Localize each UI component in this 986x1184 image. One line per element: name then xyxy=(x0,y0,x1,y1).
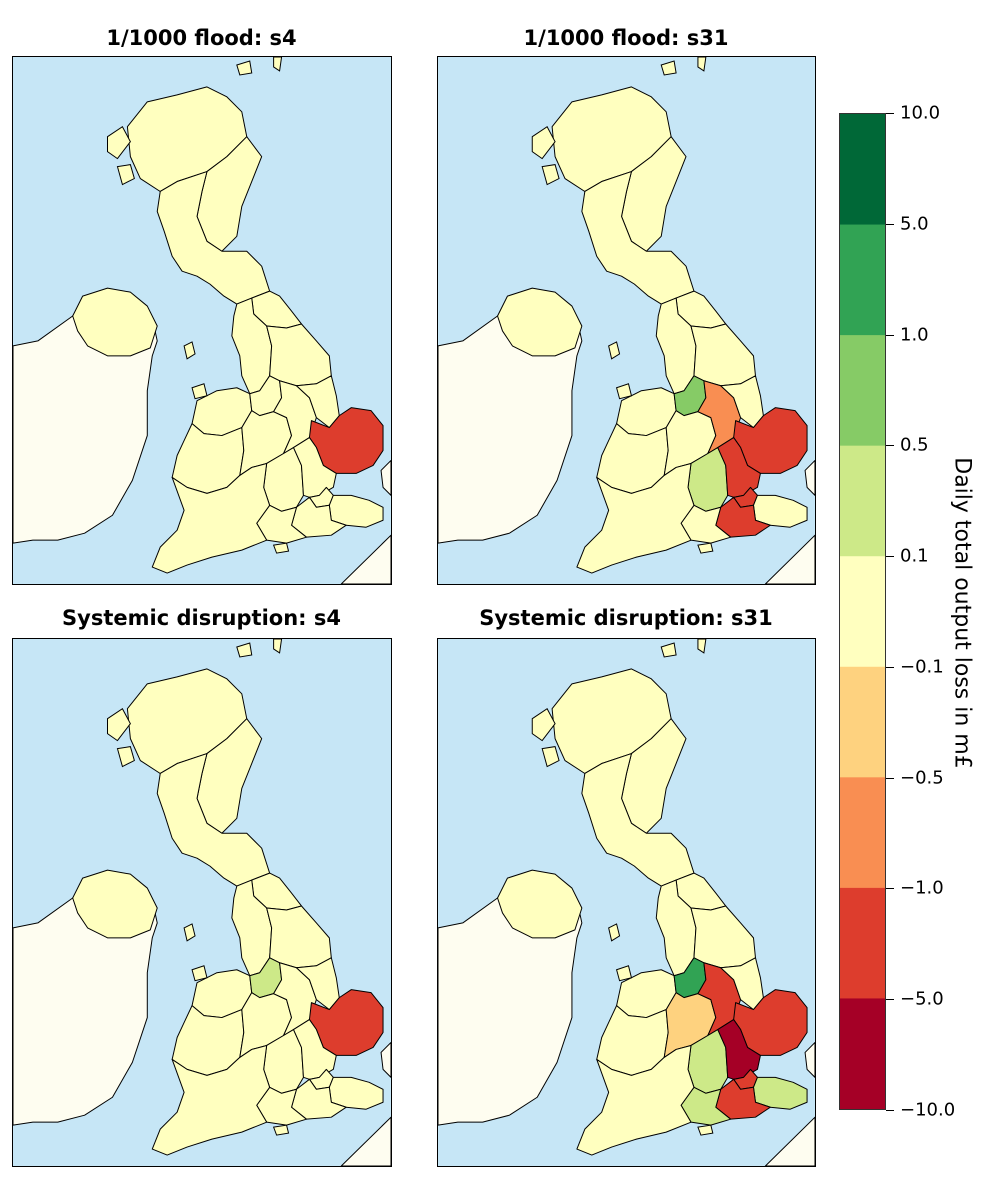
map-svg xyxy=(438,57,815,584)
island-orkney xyxy=(660,642,677,658)
island-man xyxy=(183,341,196,360)
colorbar-tick-label: 10.0 xyxy=(900,102,941,124)
colorbar-segment xyxy=(840,777,885,889)
region-europe xyxy=(340,459,391,584)
island-anglesey xyxy=(191,383,208,400)
region-hertford xyxy=(293,1019,337,1080)
colorbar-tick-label: −0.1 xyxy=(900,656,944,678)
island-shetland xyxy=(697,639,707,654)
colorbar-tick-label: 5.0 xyxy=(900,213,929,235)
colorbar-tick xyxy=(886,888,894,890)
colorbar xyxy=(839,113,886,1110)
island-anglesey xyxy=(191,965,208,982)
colorbar-segment xyxy=(840,556,885,668)
island-man xyxy=(608,923,621,942)
colorbar-tick-label: −1.0 xyxy=(900,877,944,899)
colorbar-tick-label: 1.0 xyxy=(900,324,929,346)
colorbar-tick-label: −5.0 xyxy=(900,988,944,1010)
colorbar-tick-label: 0.1 xyxy=(900,545,929,567)
region-yorkshire xyxy=(266,905,332,969)
colorbar-segment xyxy=(840,114,885,226)
island-lewis xyxy=(107,708,131,742)
map-svg xyxy=(13,639,391,1166)
region-hertford xyxy=(293,437,337,498)
map-panel-4 xyxy=(437,638,816,1167)
region-northern-ireland xyxy=(497,287,583,357)
region-hertford xyxy=(717,437,761,498)
colorbar-segment xyxy=(840,887,885,999)
island-wight xyxy=(272,542,290,554)
colorbar-segment xyxy=(840,666,885,778)
island-lewis xyxy=(107,126,131,160)
panel-title-3: Systemic disruption: s4 xyxy=(62,606,341,630)
colorbar-tick-label: −0.5 xyxy=(900,767,944,789)
colorbar-segment xyxy=(840,445,885,557)
colorbar-tick xyxy=(886,556,894,558)
colorbar-tick-label: −10.0 xyxy=(900,1099,956,1121)
island-shetland xyxy=(697,57,707,72)
region-yorkshire xyxy=(690,323,756,387)
island-man xyxy=(183,923,196,942)
colorbar-tick xyxy=(886,334,894,336)
island-skye xyxy=(116,746,135,768)
region-yorkshire xyxy=(690,905,756,969)
region-south-west xyxy=(576,1044,695,1156)
region-northern-ireland xyxy=(72,869,158,939)
island-skye xyxy=(541,746,560,768)
region-south-west xyxy=(151,462,271,574)
island-skye xyxy=(541,164,560,186)
colorbar-segment xyxy=(840,998,885,1109)
island-shetland xyxy=(273,639,283,654)
map-panel-2 xyxy=(437,56,816,585)
island-man xyxy=(608,341,621,360)
island-wight xyxy=(697,1124,714,1136)
island-wight xyxy=(697,542,714,554)
island-anglesey xyxy=(615,383,633,400)
island-orkney xyxy=(236,642,253,658)
region-europe xyxy=(340,1041,391,1166)
island-shetland xyxy=(273,57,283,72)
colorbar-tick xyxy=(886,999,894,1001)
map-svg xyxy=(13,57,391,584)
map-panel-1 xyxy=(12,56,392,585)
colorbar-segment xyxy=(840,335,885,447)
colorbar-title: Daily total output loss in m£ xyxy=(949,457,975,769)
island-lewis xyxy=(531,708,556,742)
panel-title-1: 1/1000 flood: s4 xyxy=(106,26,297,50)
region-yorkshire xyxy=(266,323,332,387)
colorbar-segment xyxy=(840,224,885,336)
region-hertford xyxy=(717,1019,761,1080)
island-wight xyxy=(272,1124,290,1136)
island-skye xyxy=(116,164,135,186)
region-south-west xyxy=(576,462,695,574)
colorbar-tick xyxy=(886,113,894,114)
island-orkney xyxy=(660,60,677,76)
region-europe xyxy=(764,1041,815,1166)
island-anglesey xyxy=(615,965,633,982)
region-northern-ireland xyxy=(497,869,583,939)
colorbar-tick xyxy=(886,445,894,447)
map-panel-3 xyxy=(12,638,392,1167)
colorbar-tick xyxy=(886,777,894,779)
colorbar-tick xyxy=(886,666,894,668)
region-europe xyxy=(764,459,815,584)
region-south-west xyxy=(151,1044,271,1156)
island-orkney xyxy=(236,60,253,76)
region-northern-ireland xyxy=(72,287,158,357)
panel-title-4: Systemic disruption: s31 xyxy=(479,606,773,630)
island-lewis xyxy=(531,126,556,160)
panel-title-2: 1/1000 flood: s31 xyxy=(523,26,729,50)
colorbar-tick xyxy=(886,223,894,225)
colorbar-tick xyxy=(886,1110,894,1111)
colorbar-tick-label: 0.5 xyxy=(900,434,929,456)
map-svg xyxy=(438,639,815,1166)
